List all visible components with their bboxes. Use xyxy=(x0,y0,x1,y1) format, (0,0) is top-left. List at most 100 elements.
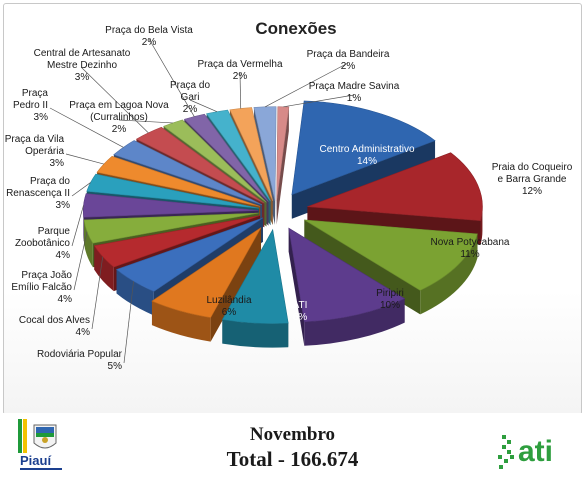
pie-slice-20 xyxy=(276,106,290,201)
leader-line xyxy=(49,107,124,148)
slice-name: Praça da Bandeira xyxy=(307,49,390,60)
chart-title: Conexões xyxy=(255,19,336,38)
pie-slice-4 xyxy=(288,227,406,323)
ati-logo: ati xyxy=(498,435,553,469)
leader-line xyxy=(118,119,173,124)
slice-percent: 2% xyxy=(233,71,248,82)
slice-name: Operária xyxy=(25,146,64,157)
piaui-logo-text: Piauí xyxy=(20,453,51,468)
slice-name: Praia do Coqueiro xyxy=(492,162,573,173)
slice-percent: 3% xyxy=(34,112,49,123)
slice-percent: 4% xyxy=(56,250,71,261)
slice-name: Zoobotânico xyxy=(15,238,70,249)
slice-name: Central de Artesanato xyxy=(34,48,131,59)
pie-slice-3 xyxy=(304,219,478,291)
pie-slice-wall xyxy=(276,106,289,225)
pie-slice-rim xyxy=(304,298,405,346)
pie-slice-5 xyxy=(221,228,289,324)
leader-line xyxy=(189,99,218,113)
slice-label: Praça Pedro II 3% xyxy=(13,88,48,123)
footer: Piauí Novembro Total - 166.674 ati xyxy=(0,413,585,483)
pie-slice-rim xyxy=(420,233,478,315)
slice-name: Rodoviária Popular xyxy=(37,349,123,360)
leader-line xyxy=(71,182,91,197)
slice-name: Praça do Bela Vista xyxy=(105,25,193,36)
slice-percent: 4% xyxy=(58,294,73,305)
pie-slice-rim xyxy=(480,206,483,245)
slice-name: Parque xyxy=(38,226,71,237)
pie-slice-10 xyxy=(83,193,259,218)
slice-percent: 2% xyxy=(142,37,157,48)
slice-percent: 4% xyxy=(76,327,91,338)
slice-name: Praça xyxy=(22,88,49,99)
pie-slice-rim xyxy=(151,301,211,342)
slice-label: Praia do Coqueiro e Barra Grande 12% xyxy=(492,162,573,197)
slice-percent: 3% xyxy=(56,200,71,211)
pie-slice-12 xyxy=(96,155,261,207)
leader-line xyxy=(148,38,195,117)
leader-line xyxy=(65,153,104,165)
leader-line xyxy=(91,256,104,330)
pie-slice-rim xyxy=(94,245,114,292)
slice-name: Renascença II xyxy=(6,188,70,199)
pie-slices xyxy=(83,100,483,324)
slice-percent: 14% xyxy=(357,156,377,167)
slice-name: Gari xyxy=(181,92,200,103)
leader-line xyxy=(239,72,242,109)
slice-percent: 5% xyxy=(108,361,123,372)
slice-name: Mestre Dezinho xyxy=(47,60,117,71)
slice-name: Praça João xyxy=(21,270,72,281)
slice-name: Nova Potycabana xyxy=(431,237,510,248)
slice-label: Praça do Bela Vista 2% xyxy=(105,25,193,48)
slice-label: Praça João Emílio Falcão 4% xyxy=(11,270,72,305)
slice-name: Pedro II xyxy=(13,100,48,111)
pie-slice-6 xyxy=(151,227,262,318)
pie-slice-8 xyxy=(93,215,261,268)
slice-label: Centro Administrativo 14% xyxy=(319,144,414,167)
pie-slice-19 xyxy=(253,106,277,201)
slice-name: Praça do xyxy=(170,80,210,91)
slice-labels: Centro Administrativo 14% Praia do Coqueir… xyxy=(5,25,573,372)
piaui-logo: Piauí xyxy=(18,419,62,470)
slice-label: Piripiri 10% xyxy=(376,288,404,311)
slice-name: Praça Madre Savina xyxy=(309,81,400,92)
pie-slice-18 xyxy=(229,107,274,202)
slice-percent: 2% xyxy=(183,104,198,115)
footer-month: Novembro xyxy=(249,424,336,445)
slice-name: e Barra Grande xyxy=(498,174,567,185)
slice-percent: 2% xyxy=(341,61,356,72)
pie-slice-9 xyxy=(83,212,259,244)
slice-label: Nova Potycabana 11% xyxy=(431,237,510,260)
slice-name: Piripiri xyxy=(376,288,404,299)
slice-label: ATI 6% xyxy=(293,300,308,323)
pie-slice-wall xyxy=(288,228,305,346)
slice-name: Praça da Vermelha xyxy=(197,59,282,70)
slice-percent: 1% xyxy=(347,93,362,104)
pie-slice-rim xyxy=(222,319,289,348)
slice-name: ATI xyxy=(293,300,308,311)
leader-line xyxy=(283,94,355,108)
ati-logo-text: ati xyxy=(518,435,553,468)
slice-label: Cocal dos Alves 4% xyxy=(19,315,90,338)
slice-percent: 6% xyxy=(293,312,308,323)
leader-line xyxy=(71,205,84,247)
slice-label: Parque Zoobotânico 4% xyxy=(15,226,70,261)
slice-label: Luzilândia 6% xyxy=(206,295,251,318)
slice-percent: 6% xyxy=(222,307,237,318)
slice-percent: 12% xyxy=(522,186,542,197)
slice-label: Praça em Lagoa Nova (Curralinhos) 2% xyxy=(69,100,169,135)
leader-line xyxy=(264,62,349,108)
slice-name: Emílio Falcão xyxy=(11,282,72,293)
slice-percent: 3% xyxy=(50,158,65,169)
pie-slice-rim xyxy=(116,269,154,316)
slice-label: Praça do Renascença II 3% xyxy=(6,176,70,211)
leader-line xyxy=(123,281,134,364)
pie-chart: Conexões Centro Administrativo 14% Praia d… xyxy=(5,19,573,372)
slice-percent: 2% xyxy=(112,124,127,135)
slice-label: Rodoviária Popular 5% xyxy=(37,349,123,372)
slice-label: Praça da Bandeira 2% xyxy=(307,49,390,72)
slice-percent: 3% xyxy=(75,72,90,83)
pie-slice-rim xyxy=(84,219,93,268)
footer-total: Total - 166.674 xyxy=(226,447,359,471)
